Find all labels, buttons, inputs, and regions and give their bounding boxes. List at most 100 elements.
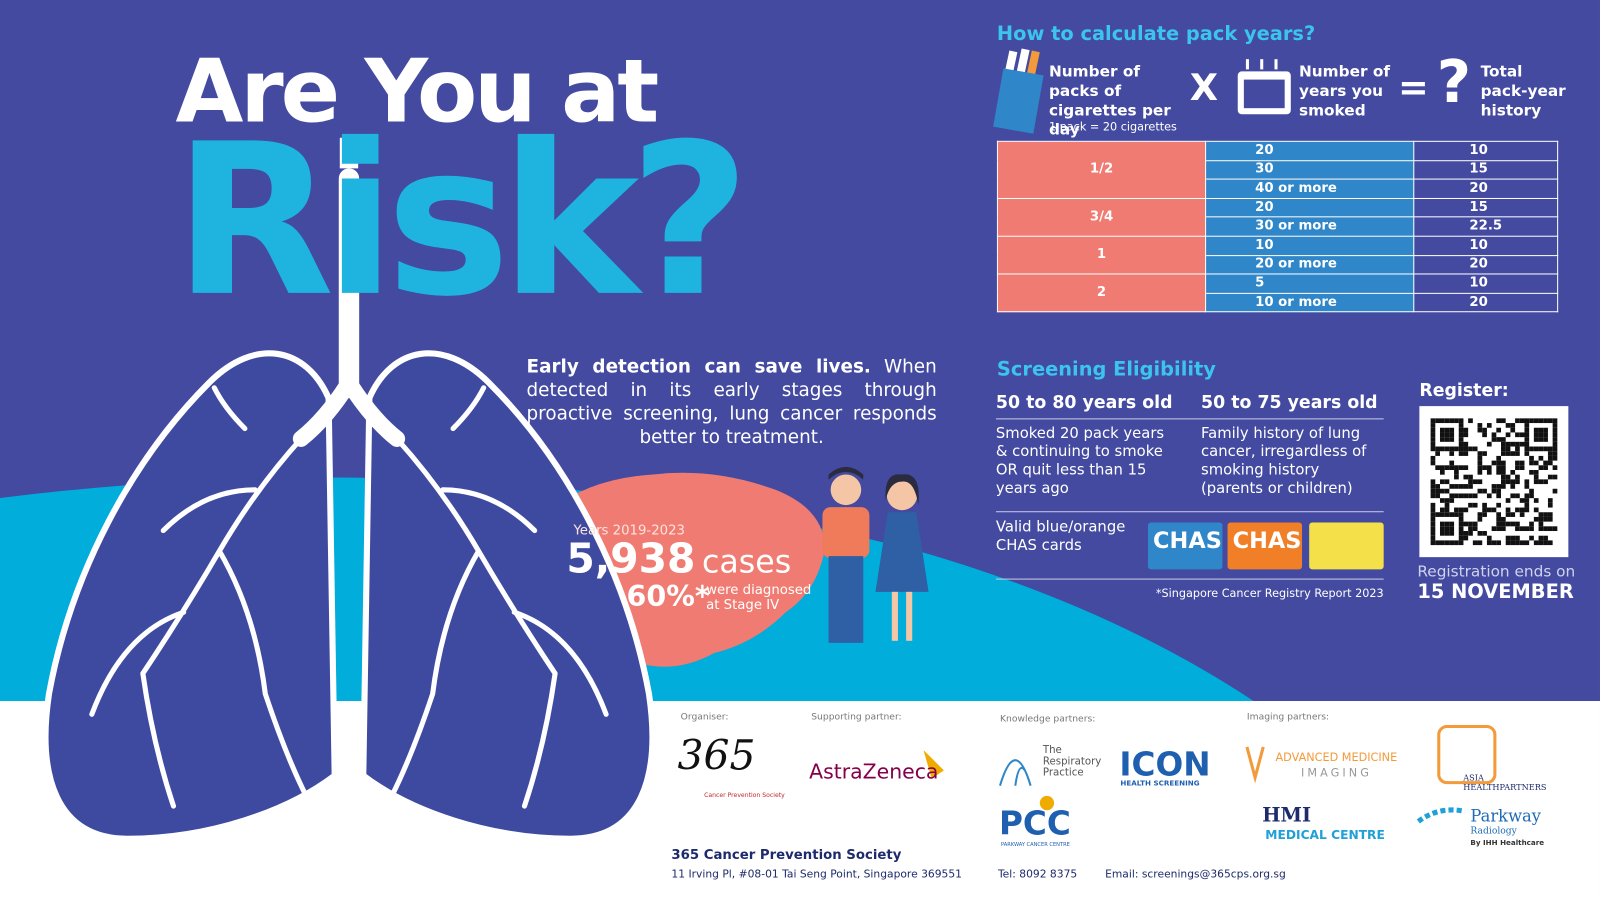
qr-module [1486, 423, 1492, 428]
qr-module [1472, 526, 1478, 532]
qr-module [1524, 437, 1530, 442]
qr-module [1496, 502, 1502, 508]
footer-email: Email: screenings@365cps.org.sg [1105, 868, 1286, 881]
woman-leg [891, 591, 898, 641]
qr-module [1430, 446, 1436, 452]
qr-module [1533, 427, 1539, 433]
qr-module [1543, 540, 1548, 546]
qr-module [1430, 521, 1436, 527]
qr-module [1515, 479, 1520, 485]
qr-module [1463, 441, 1469, 447]
qr-module [1547, 526, 1553, 532]
qr-module [1491, 460, 1497, 466]
qr-module [1496, 469, 1502, 475]
qr-module [1515, 474, 1520, 480]
qr-module [1463, 451, 1469, 456]
qr-module [1491, 484, 1497, 489]
qr-module [1449, 521, 1455, 527]
years-cell: 10 or more [1205, 292, 1415, 313]
qr-module [1458, 540, 1464, 546]
pack-years-table: 1/2 20 10 30 15 40 or more 20 3/4 20 15 30 or more… [996, 140, 1559, 313]
qr-module [1472, 479, 1478, 485]
qr-module [1444, 502, 1450, 508]
qr-module [1505, 507, 1511, 513]
qr-module [1477, 460, 1483, 466]
qr-module [1449, 540, 1455, 546]
pa-card [1309, 522, 1384, 570]
qr-module [1524, 427, 1530, 433]
group2-age: 50 to 75 years old [1201, 392, 1378, 414]
qr-module [1552, 437, 1558, 442]
qr-module [1529, 535, 1534, 541]
logo-pcc: PCC [998, 804, 1071, 843]
qr-module [1430, 460, 1436, 466]
qr-module [1468, 493, 1473, 499]
qr-module [1454, 507, 1459, 513]
chas-text: Valid blue/orange CHAS cards [995, 519, 1126, 555]
qr-module [1458, 451, 1464, 456]
qr-module [1477, 455, 1483, 461]
logo-hmi: HMI [1262, 804, 1312, 827]
qr-module [1505, 512, 1511, 517]
qr-module [1543, 512, 1548, 517]
qr-code [1430, 418, 1558, 546]
qr-module [1519, 540, 1525, 546]
result-mark: ? [1436, 46, 1472, 117]
chas-card-blue-text: CHAS [1153, 528, 1222, 555]
qr-module [1515, 446, 1520, 452]
qr-module [1538, 526, 1544, 532]
eligibility-title: Screening Eligibility [996, 358, 1216, 381]
qr-module [1538, 465, 1544, 470]
qr-module [1547, 540, 1553, 546]
qr-module [1552, 474, 1558, 480]
qr-module [1458, 432, 1464, 438]
qr-module [1552, 451, 1558, 456]
table-body: 1/2 20 10 30 15 40 or more 20 3/4 20 15 30 or more… [996, 140, 1559, 313]
logo-icon: ICON [1119, 744, 1211, 784]
qr-module [1529, 493, 1534, 499]
qr-module [1538, 479, 1544, 485]
organiser-label: Organiser: [680, 712, 729, 723]
register-title: Register: [1419, 380, 1509, 402]
qr-module [1430, 502, 1436, 508]
qr-module [1449, 465, 1455, 470]
calendar-ring [1274, 59, 1278, 70]
qr-module [1463, 521, 1469, 527]
qr-module [1538, 535, 1544, 541]
qr-module [1472, 493, 1478, 499]
qr-module [1439, 432, 1445, 438]
qr-module [1468, 418, 1473, 424]
qr-module [1454, 512, 1459, 517]
register-ends: Registration ends on [1417, 562, 1576, 581]
qr-module [1444, 526, 1450, 532]
qr-module [1496, 512, 1502, 517]
left-branches [89, 385, 309, 809]
qr-module [1515, 460, 1520, 466]
qr-module [1552, 488, 1558, 494]
qr-module [1524, 540, 1530, 546]
man-head [830, 474, 862, 506]
qr-module [1543, 460, 1548, 466]
qr-module [1491, 488, 1497, 494]
qr-module [1444, 507, 1450, 513]
calendar-icon [1237, 59, 1291, 115]
qr-module [1496, 493, 1502, 499]
qr-module [1454, 474, 1459, 480]
qr-module [1430, 516, 1436, 522]
qr-module [1519, 512, 1525, 517]
qr-module [1430, 535, 1436, 541]
qr-module [1533, 432, 1539, 438]
qr-module [1458, 493, 1464, 499]
qr-module [1501, 474, 1506, 480]
chas-card-orange-text: CHAS [1232, 528, 1302, 555]
total-cell: 15 [1413, 159, 1559, 180]
qr-module [1533, 479, 1539, 485]
qr-module [1439, 479, 1445, 485]
qr-module [1501, 451, 1506, 456]
qr-module [1533, 498, 1539, 503]
qr-module [1510, 493, 1516, 499]
qr-module [1449, 418, 1455, 424]
qr-module [1463, 531, 1469, 536]
qr-module [1524, 507, 1530, 513]
qr-module [1477, 479, 1483, 485]
